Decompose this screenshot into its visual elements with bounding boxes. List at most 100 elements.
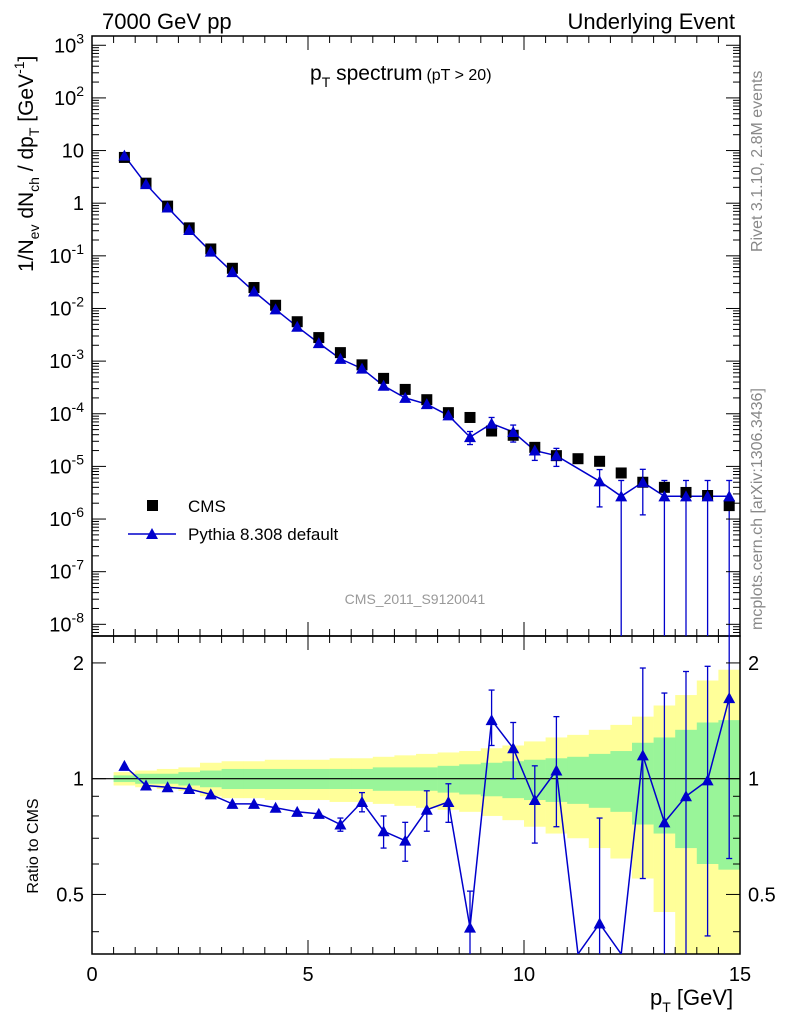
- main-y-tick-label: 102: [54, 83, 84, 110]
- legend-data-label: CMS: [188, 497, 226, 516]
- ratio-data-point: [528, 794, 541, 806]
- ratio-y-tick-label-right: 1: [748, 769, 759, 791]
- ratio-data-point: [356, 795, 368, 807]
- ratio-data-point: [399, 834, 412, 846]
- ratio-data-point: [464, 921, 476, 933]
- cms-data-point: [486, 425, 498, 437]
- plot-title-suffix: (pT > 20): [426, 67, 491, 84]
- ratio-data-point: [485, 714, 498, 726]
- main-y-tick-label: 10-1: [49, 241, 84, 268]
- cms-data-point: [615, 467, 627, 479]
- ratio-data-point: [442, 795, 455, 807]
- main-y-tick-label: 10-3: [49, 346, 84, 373]
- main-y-tick-label: 10-5: [49, 451, 84, 478]
- mc-data-point: [658, 490, 671, 502]
- ratio-data-point: [658, 816, 671, 828]
- plot-title-sub: T: [322, 74, 331, 90]
- mc-data-point: [485, 417, 498, 429]
- main-y-tick-label: 10: [62, 141, 84, 163]
- ratio-y-tick-label-right: 0.5: [748, 884, 776, 906]
- cms-data-point: [572, 453, 584, 465]
- mc-data-point: [183, 223, 196, 235]
- main-y-tick-label: 10-7: [49, 557, 84, 584]
- cms-data-point: [378, 372, 390, 384]
- header-left: 7000 GeV pp: [102, 9, 232, 34]
- ratio-data-point: [161, 781, 174, 793]
- cms-data-point: [723, 500, 735, 512]
- cms-data-point: [658, 481, 670, 493]
- mc-data-point: [269, 303, 282, 315]
- ratio-band-inner-bin: [610, 751, 633, 812]
- ratio-data-point: [248, 797, 260, 809]
- ratio-data-point: [593, 917, 606, 929]
- mc-data-point: [356, 362, 368, 374]
- ratio-band-inner-bin: [567, 756, 590, 804]
- cms-data-point: [464, 411, 476, 423]
- ratio-y-tick-label: 2: [73, 653, 84, 675]
- ratio-y-axis-label: Ratio to CMS: [25, 798, 42, 893]
- ratio-data-point: [636, 749, 649, 761]
- ratio-data-point: [183, 783, 196, 795]
- main-y-tick-label: 10-4: [49, 399, 84, 426]
- plot-title-p: p: [310, 62, 322, 85]
- ratio-data-point: [723, 692, 736, 704]
- main-y-tick-label: 10-6: [49, 504, 84, 531]
- legend-data-marker: [147, 500, 158, 511]
- mc-data-point: [226, 266, 239, 278]
- mc-data-point: [593, 475, 606, 487]
- main-plot-frame: [91, 35, 741, 637]
- legend-mc-marker: [146, 528, 158, 539]
- ratio-band-inner-bin: [502, 761, 525, 799]
- mc-data-point: [615, 490, 628, 502]
- cms-data-point: [594, 455, 606, 467]
- header-right: Underlying Event: [567, 9, 735, 34]
- cms-data-point: [399, 383, 411, 395]
- mc-data-point: [140, 178, 152, 190]
- mc-data-point: [248, 285, 260, 297]
- x-axis-label: pT [GeV]: [650, 985, 733, 1015]
- ratio-data-point: [507, 742, 520, 754]
- ratio-band-inner-bin: [588, 753, 611, 808]
- x-tick-label: 10: [513, 964, 535, 986]
- mc-data-point: [680, 490, 692, 502]
- ratio-data-point: [680, 790, 692, 802]
- ratio-y-tick-label: 1: [73, 769, 84, 791]
- mc-data-point: [291, 320, 304, 332]
- plot-title-rest: spectrum: [330, 62, 422, 85]
- legend: CMS Pythia 8.308 default: [128, 497, 339, 544]
- mc-data-point: [377, 379, 390, 391]
- x-tick-label: 5: [302, 964, 313, 986]
- plot-title: pT spectrum (pT > 20): [310, 62, 492, 90]
- ratio-data-point: [204, 788, 217, 800]
- ratio-data-point: [420, 803, 433, 815]
- mc-data-point: [528, 444, 541, 456]
- ratio-data-point: [269, 801, 282, 813]
- ratio-data-point: [118, 759, 131, 771]
- ratio-y-tick-label-right: 2: [748, 653, 759, 675]
- mc-data-point: [118, 149, 131, 161]
- ratio-data-point: [701, 774, 714, 786]
- mc-data-point: [701, 490, 714, 502]
- rivet-label: Rivet 3.1.10, 2.8M events: [749, 71, 766, 252]
- cms-data-point: [334, 347, 346, 359]
- ratio-data-point: [312, 807, 325, 819]
- main-y-tick-label: 1: [73, 193, 84, 215]
- mc-data-point: [420, 398, 433, 410]
- main-y-tick-label: 10-2: [49, 293, 84, 320]
- main-y-axis-label: 1/Nev dNch / dpT [GeV-1]: [11, 56, 42, 272]
- mc-data-point: [312, 337, 325, 349]
- legend-mc-label: Pythia 8.308 default: [188, 525, 339, 544]
- mc-data-point: [636, 476, 649, 488]
- ratio-data-point: [550, 764, 563, 776]
- x-tick-label: 0: [86, 964, 97, 986]
- ratio-data-point: [140, 779, 152, 791]
- mc-data-point: [399, 391, 412, 403]
- mcplots-label: mcplots.cern.ch [arXiv:1306.3436]: [749, 388, 766, 630]
- main-y-tick-label: 10-8: [49, 609, 84, 636]
- mc-data-point: [550, 449, 563, 461]
- mc-data-point: [442, 409, 455, 421]
- main-y-tick-label: 103: [54, 30, 84, 57]
- mc-data-point: [507, 426, 520, 438]
- mc-series-line: [123, 155, 730, 498]
